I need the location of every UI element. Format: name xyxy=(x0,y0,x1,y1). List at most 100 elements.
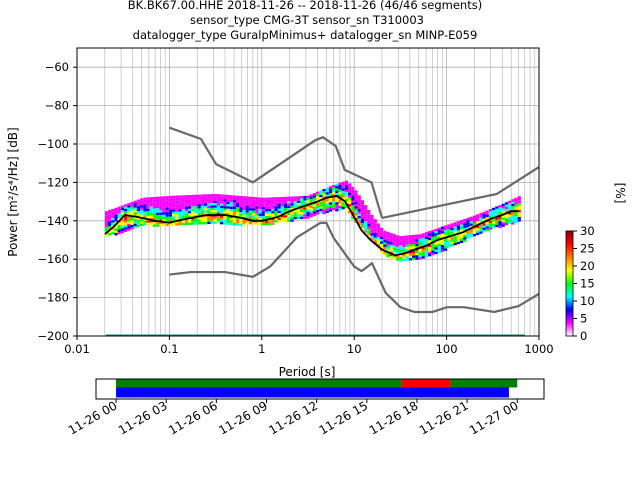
density-cell xyxy=(188,220,192,223)
density-cell xyxy=(140,223,144,226)
density-cell xyxy=(168,214,173,217)
density-cell xyxy=(181,195,185,198)
timeline-tick-label: 11-26 03 xyxy=(116,398,170,437)
timeline-bar-processed xyxy=(450,379,518,388)
density-cell xyxy=(319,208,323,212)
density-cell xyxy=(399,245,403,248)
density-cell xyxy=(255,215,259,218)
x-tick-label: 100 xyxy=(436,342,458,356)
density-cell xyxy=(152,203,157,207)
density-cell xyxy=(220,210,224,213)
density-cell xyxy=(370,224,374,227)
density-cell xyxy=(223,219,227,223)
density-cell xyxy=(194,201,198,204)
density-cell xyxy=(213,216,217,220)
density-cell xyxy=(325,199,329,202)
density-cell xyxy=(504,218,509,221)
density-cell xyxy=(264,222,269,226)
density-cell xyxy=(188,222,192,225)
density-cell xyxy=(367,226,371,229)
density-cell xyxy=(207,214,211,218)
density-cell xyxy=(306,202,310,205)
density-cell xyxy=(316,196,320,199)
density-cell xyxy=(370,235,374,238)
density-cell xyxy=(127,228,131,231)
density-cell xyxy=(319,204,323,207)
density-cell xyxy=(463,225,467,229)
density-cell xyxy=(351,207,355,210)
density-cell xyxy=(373,226,377,229)
density-cell xyxy=(184,208,189,212)
density-cell xyxy=(405,240,409,243)
density-cell xyxy=(159,217,163,220)
density-cell xyxy=(341,193,345,196)
density-cell xyxy=(252,222,256,225)
density-cell xyxy=(325,189,329,193)
density-cell xyxy=(271,215,275,219)
density-cell xyxy=(322,188,326,192)
colorbar-label: [%] xyxy=(613,183,627,204)
density-cell xyxy=(264,213,269,217)
density-cell xyxy=(220,201,224,204)
density-cell xyxy=(434,235,438,239)
density-cell xyxy=(184,202,189,205)
density-cell xyxy=(492,212,496,215)
colorbar-tick-label: 0 xyxy=(580,329,587,343)
density-cell xyxy=(357,211,361,214)
density-cell xyxy=(264,206,269,210)
density-cell xyxy=(434,231,438,234)
density-cell xyxy=(300,214,304,217)
density-cell xyxy=(175,223,179,226)
density-cell xyxy=(354,211,358,214)
density-cell xyxy=(386,234,390,237)
density-cell xyxy=(498,216,502,219)
density-cell xyxy=(351,186,355,190)
density-cell xyxy=(412,255,416,258)
density-cell xyxy=(242,200,246,204)
density-cell xyxy=(252,201,256,204)
density-cell xyxy=(130,218,134,221)
density-cell xyxy=(472,222,477,225)
density-cell xyxy=(466,222,470,225)
density-cell xyxy=(309,215,313,218)
density-cell xyxy=(120,221,125,224)
density-cell xyxy=(204,221,208,225)
density-cell xyxy=(220,217,224,220)
density-cell xyxy=(328,202,333,205)
density-cell xyxy=(172,211,176,215)
density-cell xyxy=(348,197,352,200)
timeline-tick-label: 11-26 00 xyxy=(66,398,120,437)
density-cell xyxy=(472,215,477,218)
density-cell xyxy=(514,204,518,207)
density-cell xyxy=(117,215,121,219)
density-cell xyxy=(508,212,512,215)
density-cell xyxy=(130,220,134,223)
density-cell xyxy=(300,207,304,210)
density-cell xyxy=(104,227,109,230)
density-cell xyxy=(418,250,422,253)
density-cell xyxy=(120,223,125,227)
density-cell xyxy=(264,216,269,219)
density-cell xyxy=(511,217,515,220)
density-cell xyxy=(130,211,134,214)
density-cell xyxy=(322,195,326,199)
density-cell xyxy=(268,199,272,203)
density-cell xyxy=(104,215,109,219)
density-cell xyxy=(168,207,173,210)
density-cell xyxy=(450,237,454,240)
density-cell xyxy=(140,207,144,210)
density-cell xyxy=(392,254,397,258)
density-cell xyxy=(120,228,125,231)
density-cell xyxy=(444,239,448,242)
density-cell xyxy=(290,205,294,209)
density-cell xyxy=(165,200,169,203)
density-cell xyxy=(207,203,211,206)
density-cell xyxy=(194,194,198,198)
density-cell xyxy=(268,206,272,209)
density-cell xyxy=(290,217,294,220)
density-cell xyxy=(236,214,240,217)
density-cell xyxy=(149,220,153,223)
density-cell xyxy=(472,217,477,221)
density-cell xyxy=(159,196,163,199)
density-cell xyxy=(380,236,384,240)
